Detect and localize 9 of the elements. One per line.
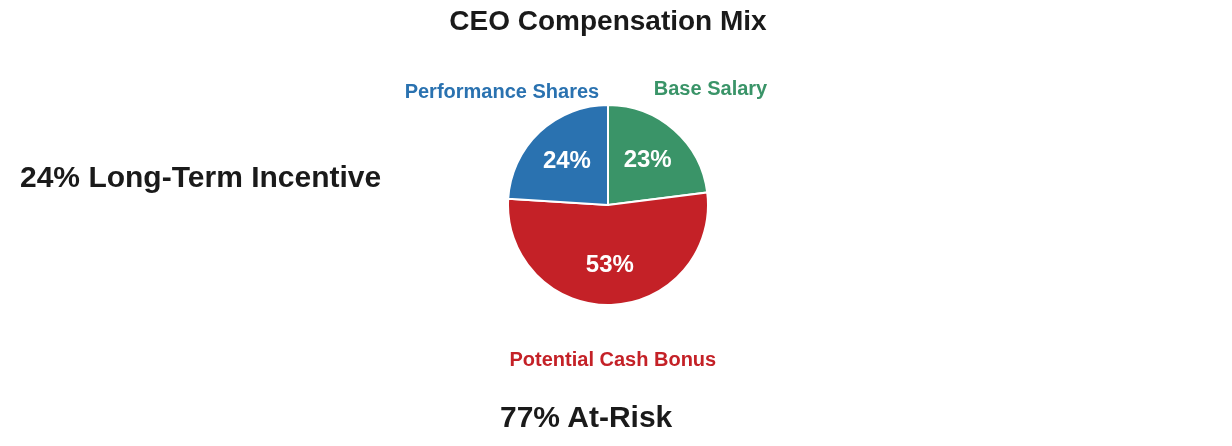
data-label: 53% [585, 249, 634, 277]
data-label: 24% [542, 146, 591, 174]
text: 77% At-Risk [500, 400, 673, 434]
slice-label: Performance Shares [404, 80, 600, 103]
chart-title: CEO Compensation Mix [449, 5, 768, 36]
data-label: 23% [623, 144, 672, 172]
slice-label: Base Salary [653, 76, 769, 99]
slice-label: Potential Cash Bonus [509, 347, 717, 370]
text: 24% Long-Term Incentive [20, 160, 382, 194]
